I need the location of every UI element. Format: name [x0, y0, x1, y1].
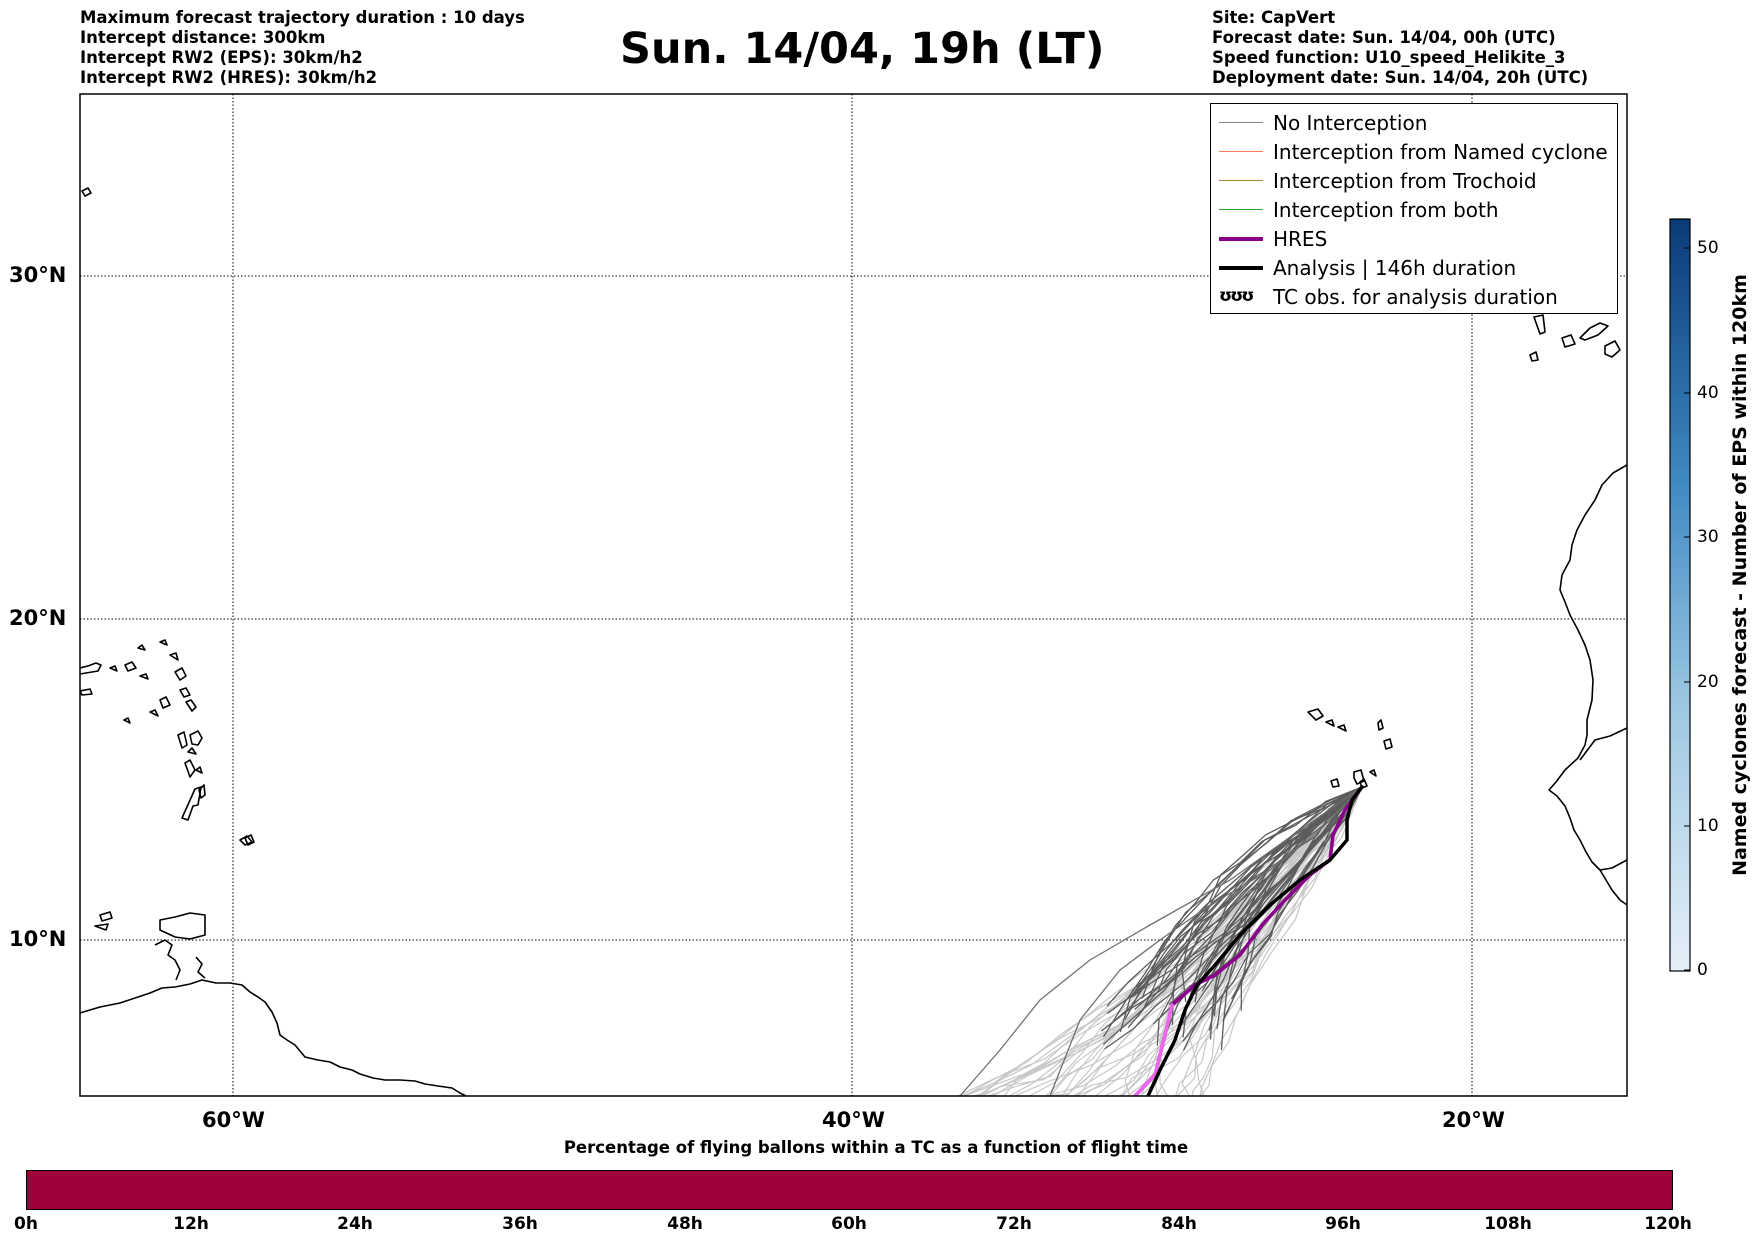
colorbar-tick: 10: [1697, 816, 1719, 836]
legend-item: Interception from Named cyclone: [1211, 137, 1617, 166]
legend: No Interception Interception from Named …: [1210, 103, 1618, 314]
cyclone-symbols-icon: ʊʊʊ: [1219, 286, 1254, 306]
trajectory-member: [956, 786, 1363, 1096]
timebar-tick: 12h: [173, 1214, 209, 1234]
lat-label: 20°N: [9, 606, 67, 630]
trajectory-member: [1176, 786, 1363, 1096]
timebar-tick: 48h: [667, 1214, 703, 1234]
coastlines: [80, 187, 1627, 1096]
trajectory-member: [1175, 786, 1363, 1096]
timebar-tick: 36h: [502, 1214, 538, 1234]
param-line: Intercept RW2 (EPS): 30km/h2: [80, 48, 363, 67]
trajectory-member: [1108, 786, 1363, 1027]
timebar-tick: 72h: [996, 1214, 1032, 1234]
lon-label: 20°W: [1442, 1108, 1505, 1132]
colorbar-tick: 40: [1697, 383, 1719, 403]
trajectory-member: [1049, 786, 1363, 1096]
legend-item: Analysis | 146h duration: [1211, 253, 1617, 282]
lon-label: 60°W: [202, 1108, 265, 1132]
timebar-title: Percentage of flying ballons within a TC…: [563, 1138, 1189, 1157]
trajectory-member: [1064, 786, 1363, 1096]
analysis-trajectory: [1146, 785, 1364, 1096]
trajectory-member: [1131, 786, 1363, 1005]
colorbar-tick: 30: [1697, 527, 1719, 547]
colorbar-tick: 50: [1697, 238, 1719, 258]
colorbar-title: Named cyclones forecast - Number of EPS …: [1729, 274, 1751, 876]
page-title: Sun. 14/04, 19h (LT): [620, 24, 1105, 74]
legend-label: Interception from Named cyclone: [1273, 140, 1608, 164]
colorbar-tick: 0: [1697, 960, 1708, 980]
timebar-tick: 0h: [14, 1214, 38, 1234]
legend-item: HRES: [1211, 224, 1617, 253]
trajectory-member: [1048, 786, 1363, 1096]
trajectory-member: [1181, 786, 1363, 1003]
trajectory-member: [1132, 786, 1363, 996]
timebar-tick: 60h: [831, 1214, 867, 1234]
param-line: Intercept RW2 (HRES): 30km/h2: [80, 68, 378, 87]
lat-label: 10°N: [9, 927, 67, 951]
lon-label: 40°W: [822, 1108, 885, 1132]
site-line: Site: CapVert: [1212, 8, 1336, 27]
timebar-tick: 108h: [1484, 1214, 1532, 1234]
legend-item: Interception from Trochoid: [1211, 166, 1617, 195]
trajectory-member: [1103, 786, 1363, 1045]
legend-label: Interception from both: [1273, 198, 1499, 222]
legend-label: Interception from Trochoid: [1273, 169, 1537, 193]
map-frame: [79, 93, 1628, 1097]
timebar-fill: [26, 1170, 1673, 1210]
legend-label: TC obs. for analysis duration: [1273, 285, 1558, 309]
legend-label: No Interception: [1273, 111, 1428, 135]
legend-swatch: [1219, 266, 1263, 270]
trajectory-member: [985, 786, 1363, 1096]
trajectory-member: [1199, 786, 1363, 1096]
trajectory-member: [1216, 786, 1363, 1030]
trajectory-member: [1155, 786, 1363, 1096]
legend-item: ʊʊʊ TC obs. for analysis duration: [1211, 282, 1617, 311]
colorbar-tick: 20: [1697, 672, 1719, 692]
trajectory-member: [1124, 786, 1363, 1020]
lat-label: 30°N: [9, 263, 67, 287]
legend-item: No Interception: [1211, 108, 1617, 137]
legend-label: HRES: [1273, 227, 1328, 251]
hres-trajectory: [1133, 1003, 1174, 1096]
timebar-tick: 84h: [1161, 1214, 1197, 1234]
timebar-tick: 24h: [337, 1214, 373, 1234]
trajectory-member: [1141, 786, 1363, 999]
colorbar: [1669, 218, 1691, 972]
param-line: Maximum forecast trajectory duration : 1…: [80, 8, 525, 27]
param-line: Intercept distance: 300km: [80, 28, 326, 47]
site-line: Speed function: U10_speed_Helikite_3: [1212, 48, 1566, 67]
trajectory-member: [1199, 786, 1363, 1096]
timebar-tick: 96h: [1325, 1214, 1361, 1234]
legend-swatch: [1219, 209, 1263, 210]
site-line: Deployment date: Sun. 14/04, 20h (UTC): [1212, 68, 1589, 87]
legend-swatch: [1219, 151, 1263, 152]
legend-swatch: [1219, 180, 1263, 181]
site-line: Forecast date: Sun. 14/04, 00h (UTC): [1212, 28, 1556, 47]
forecast-parameters: Maximum forecast trajectory duration : 1…: [80, 8, 525, 88]
legend-item: Interception from both: [1211, 195, 1617, 224]
legend-swatch: [1219, 122, 1263, 123]
trajectory-ensemble: [956, 785, 1364, 1096]
trajectory-member: [1183, 786, 1363, 1051]
legend-label: Analysis | 146h duration: [1273, 256, 1517, 280]
legend-swatch: [1219, 237, 1263, 241]
trajectory-member: [959, 786, 1363, 1096]
site-info: Site: CapVert Forecast date: Sun. 14/04,…: [1212, 8, 1588, 88]
timebar-tick: 120h: [1644, 1214, 1692, 1234]
